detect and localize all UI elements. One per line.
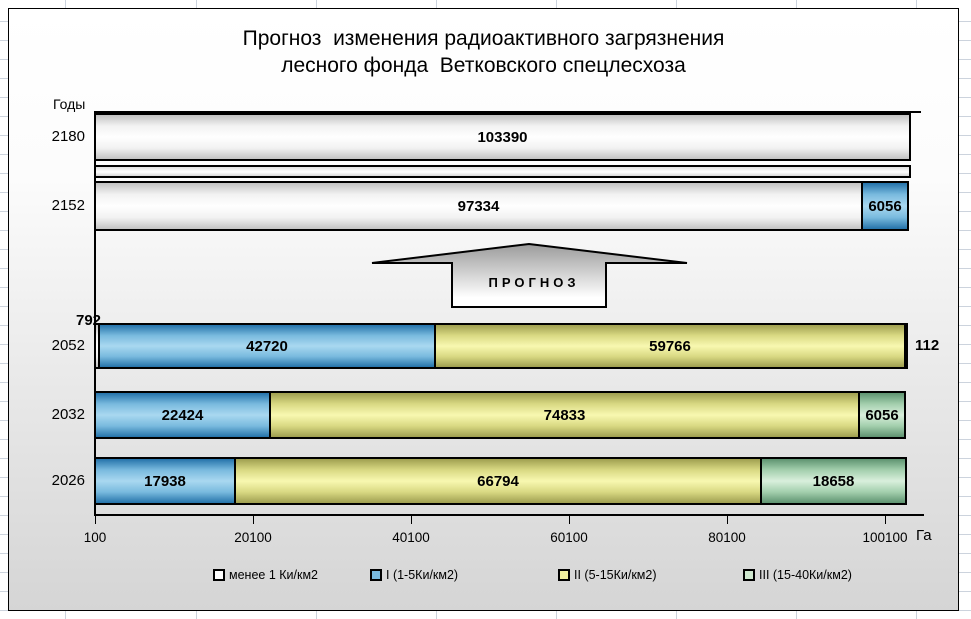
legend-label: III (15-40Ки/км2) — [759, 568, 852, 582]
value-label-outside: 112 — [915, 337, 940, 354]
year-label: 2026 — [51, 472, 85, 489]
legend-label: II (5-15Ки/км2) — [574, 568, 657, 582]
x-axis-tick-label: 100100 — [862, 530, 908, 545]
bar-segment-lt1: 97334 — [94, 181, 863, 231]
forecast-arrow: ПРОГНОЗ — [371, 243, 688, 308]
year-label: 2152 — [51, 197, 85, 214]
chart-title-line1: Прогноз изменения радиоактивного загрязн… — [242, 27, 725, 50]
x-axis-tick-label: 100 — [83, 530, 107, 545]
bar-segment-ii: 74833 — [269, 391, 860, 439]
year-label: 2032 — [51, 406, 85, 423]
forecast-arrow-label: ПРОГНОЗ — [489, 275, 580, 290]
separator-bar — [94, 165, 911, 178]
x-axis-tick-label: 40100 — [392, 530, 430, 545]
x-axis-unit-label: Га — [916, 527, 932, 544]
legend-item: менее 1 Ки/км2 — [213, 568, 318, 582]
year-label: 2180 — [51, 128, 85, 145]
value-label-outside: 792 — [76, 312, 102, 329]
bar-segment-ii: 59766 — [434, 323, 906, 369]
bar-segment-i: 6056 — [861, 181, 909, 231]
legend-item: III (15-40Ки/км2) — [743, 568, 852, 582]
bar-segment-i: 22424 — [94, 391, 271, 439]
plot-top-line — [94, 111, 921, 113]
x-axis-tick — [727, 515, 728, 524]
legend-swatch-iii — [743, 569, 755, 581]
legend-swatch-ii — [558, 569, 570, 581]
x-axis-tick-label: 80100 — [708, 530, 746, 545]
x-axis-tick-label: 60100 — [550, 530, 588, 545]
x-axis-tick — [411, 515, 412, 524]
forecast-arrow-shape — [371, 243, 688, 308]
bar-row: 103390 — [94, 113, 911, 161]
x-axis-tick — [885, 515, 886, 524]
legend-item: I (1-5Ки/км2) — [370, 568, 458, 582]
chart-title-line2: лесного фонда Ветковского спецлесхоза — [281, 54, 686, 77]
y-axis-title: Годы — [53, 96, 86, 112]
x-axis-line — [94, 514, 924, 516]
year-label: 2052 — [51, 337, 85, 354]
bar-row: 17938 66794 18658 — [94, 457, 907, 505]
bar-segment-iii: 6056 — [858, 391, 906, 439]
bar-segment-ii: 66794 — [234, 457, 762, 505]
bar-segment-i: 17938 — [94, 457, 236, 505]
x-axis-tick — [253, 515, 254, 524]
x-axis-tick — [95, 515, 96, 524]
bar-row: 22424 74833 6056 — [94, 391, 906, 439]
chart-object[interactable]: Прогноз изменения радиоактивного загрязн… — [8, 8, 959, 611]
x-axis-tick — [569, 515, 570, 524]
bar-segment-lt1: 103390 — [94, 113, 911, 161]
legend-label: менее 1 Ки/км2 — [229, 568, 319, 582]
bar-segment-iii: 18658 — [760, 457, 907, 505]
legend-item: II (5-15Ки/км2) — [558, 568, 657, 582]
bar-segment-i: 42720 — [98, 323, 436, 369]
x-axis-tick-label: 20100 — [234, 530, 272, 545]
bar-row: 42720 59766 — [94, 323, 908, 369]
y-axis-line — [94, 111, 96, 515]
legend-swatch-i — [370, 569, 382, 581]
legend-swatch-lt1 — [213, 569, 225, 581]
bar-row: 97334 6056 — [94, 181, 909, 231]
legend-label: I (1-5Ки/км2) — [386, 568, 459, 582]
chart-title: Прогноз изменения радиоактивного загрязн… — [9, 25, 958, 79]
bar-segment-iii — [904, 323, 908, 369]
